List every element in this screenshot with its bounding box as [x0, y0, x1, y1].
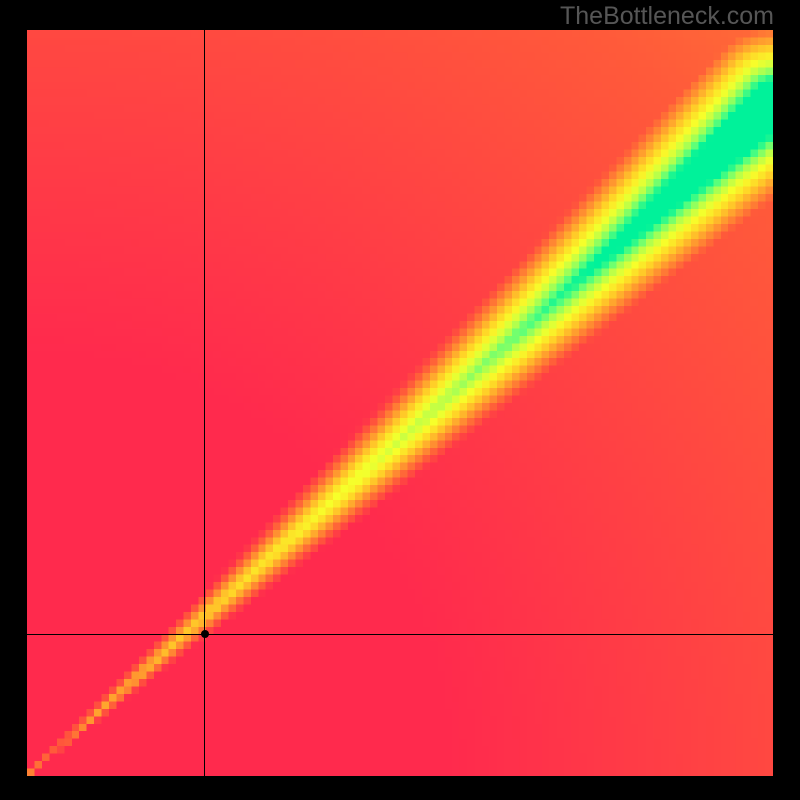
watermark-label: TheBottleneck.com — [560, 2, 774, 31]
chart-container: TheBottleneck.com — [0, 0, 800, 800]
bottleneck-heatmap — [27, 30, 773, 776]
crosshair-point — [201, 630, 209, 638]
crosshair-horizontal — [27, 634, 773, 635]
crosshair-vertical — [204, 30, 205, 776]
